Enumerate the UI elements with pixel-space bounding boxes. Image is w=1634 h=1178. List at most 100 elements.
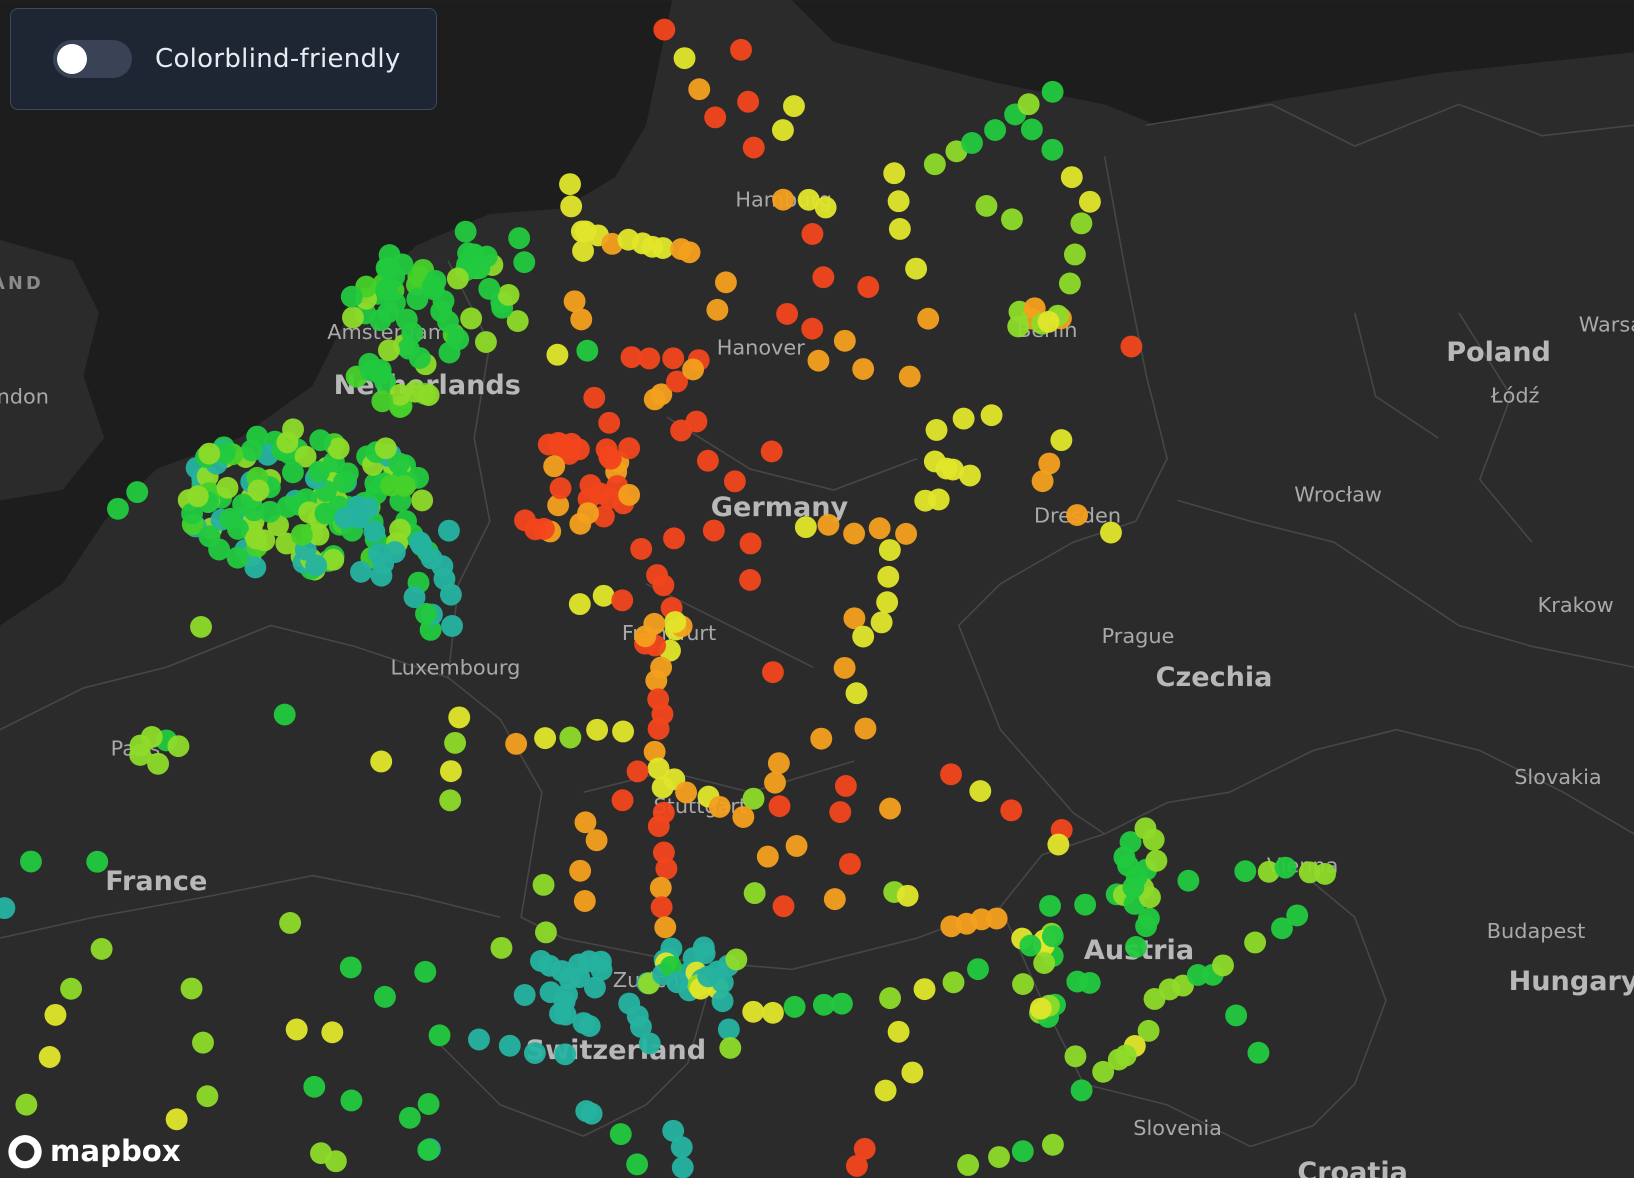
marker [460, 307, 483, 330]
marker [478, 277, 501, 300]
marker [560, 195, 583, 218]
marker [1247, 1041, 1270, 1064]
marker [857, 276, 880, 298]
marker [852, 625, 875, 648]
marker [1244, 931, 1267, 954]
marker [547, 494, 570, 517]
marker [704, 106, 727, 129]
marker [448, 706, 471, 729]
marker [140, 726, 163, 748]
marker [192, 1031, 214, 1054]
marker [532, 517, 555, 540]
marker [374, 437, 397, 460]
marker [940, 763, 962, 786]
marker [878, 539, 901, 561]
marker [563, 290, 586, 313]
marker [1212, 954, 1234, 977]
marker [772, 895, 795, 918]
land [0, 239, 105, 501]
marker [876, 591, 899, 614]
marker [303, 1075, 326, 1098]
marker [702, 519, 725, 542]
marker [967, 958, 989, 981]
marker [570, 308, 593, 331]
marker [281, 461, 304, 484]
marker [682, 358, 705, 381]
marker [559, 173, 581, 196]
marker [854, 717, 877, 740]
marker [1135, 915, 1158, 938]
marker [801, 223, 824, 245]
marker [923, 153, 946, 176]
marker [332, 471, 355, 494]
marker [739, 532, 762, 555]
marker [578, 1015, 601, 1037]
marker [794, 516, 817, 539]
toggle-switch[interactable] [53, 40, 132, 78]
marker [1047, 833, 1070, 856]
marker [523, 1042, 546, 1064]
marker [883, 162, 906, 185]
marker [1037, 310, 1060, 333]
marker [833, 656, 856, 679]
marker [711, 971, 734, 994]
marker [321, 1021, 344, 1044]
marker [783, 95, 805, 118]
marker [513, 984, 536, 1006]
marker [1011, 1140, 1034, 1163]
marker [783, 995, 806, 1018]
marker [887, 190, 910, 213]
marker [652, 574, 675, 597]
marker [609, 1123, 632, 1146]
marker [1038, 452, 1061, 475]
marker [647, 757, 670, 780]
marker [574, 811, 597, 834]
marker [988, 1146, 1010, 1168]
marker [576, 339, 599, 362]
marker [725, 948, 748, 971]
marker [771, 119, 794, 142]
marker [307, 523, 330, 546]
marker [439, 789, 462, 812]
marker [673, 47, 696, 70]
marker [305, 554, 328, 577]
marker [404, 380, 427, 403]
marker [969, 780, 992, 803]
marker [662, 1119, 685, 1142]
marker [285, 1018, 308, 1041]
marker [1031, 470, 1054, 493]
marker [598, 411, 621, 434]
marker [785, 835, 808, 857]
marker [213, 441, 236, 464]
marker [403, 586, 426, 609]
marker [279, 912, 302, 934]
marker [743, 882, 766, 905]
attribution: mapbox [50, 1134, 181, 1168]
place-label: Slovakia [1514, 765, 1601, 789]
marker [984, 119, 1007, 142]
marker [244, 556, 267, 579]
marker [258, 500, 281, 523]
marker [428, 1024, 451, 1047]
toggle-label[interactable]: Colorblind-friendly [155, 44, 401, 74]
marker [1125, 936, 1147, 958]
marker [1041, 1133, 1064, 1156]
marker [535, 921, 557, 944]
marker [688, 78, 711, 101]
marker [559, 726, 582, 749]
marker [358, 352, 381, 375]
marker [38, 1046, 61, 1068]
marker [474, 331, 497, 353]
marker [942, 971, 965, 994]
marker [829, 801, 852, 824]
borders [0, 103, 1634, 1148]
marker [126, 481, 149, 504]
marker [1137, 1019, 1160, 1042]
marker [1020, 118, 1043, 141]
logo-icon [15, 1142, 35, 1162]
marker [843, 607, 866, 630]
marker [1120, 335, 1143, 358]
marker [498, 1034, 521, 1057]
marker [626, 1153, 649, 1176]
